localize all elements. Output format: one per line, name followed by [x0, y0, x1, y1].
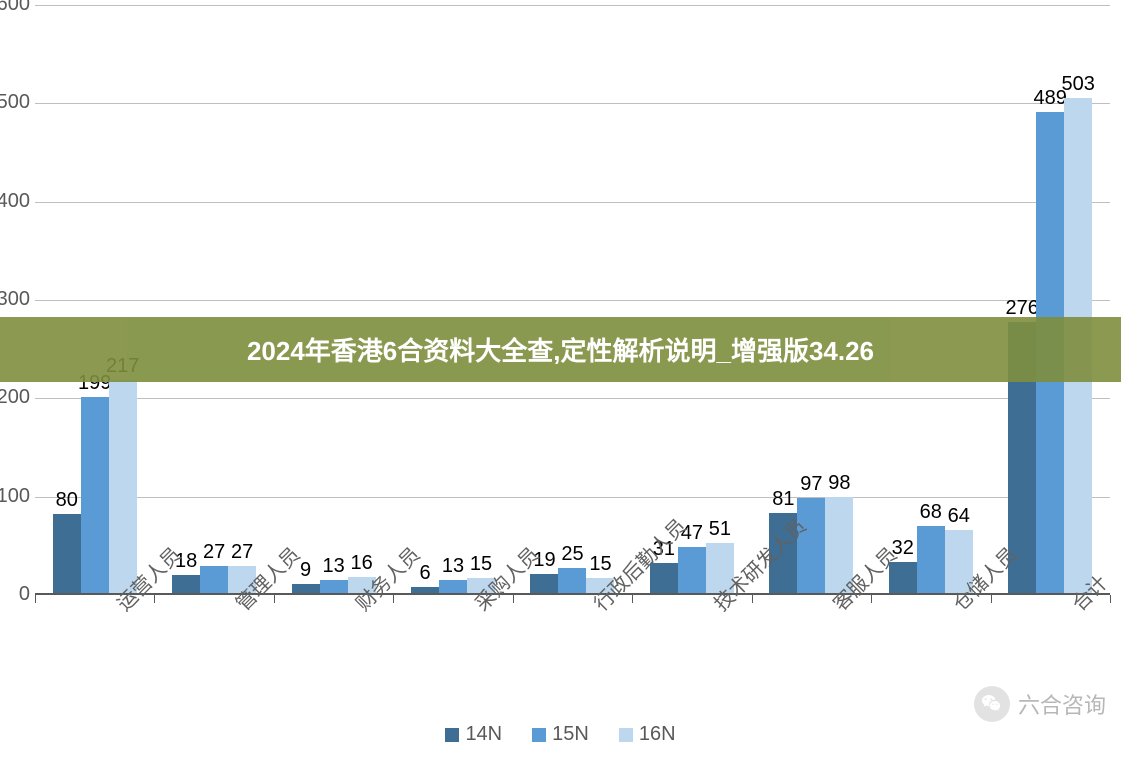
bar-value-label: 81 — [772, 488, 794, 511]
bar-value-label: 16 — [350, 552, 372, 575]
bar-value-label: 97 — [800, 473, 822, 496]
bar: 217 — [109, 380, 137, 593]
bar-group: 192515 — [530, 5, 614, 593]
x-axis-label: 合计 — [1050, 610, 1071, 631]
y-tick-label: 200 — [0, 386, 30, 409]
x-axis-label: 技术研发人员 — [692, 610, 713, 631]
x-axis: 运营人员 管理人员 财务人员 采购人员 行政后勤人员 技术研发人员 客服人员 仓储人员 合计 — [35, 600, 1110, 710]
legend-label: 15N — [552, 723, 589, 746]
watermark-text: 六合咨询 — [1018, 688, 1106, 720]
x-axis-label: 财务人员 — [334, 610, 355, 631]
bar-value-label: 6 — [419, 562, 430, 585]
bar-value-label: 503 — [1062, 73, 1095, 96]
bar-value-label: 98 — [828, 472, 850, 495]
bar-group: 326864 — [889, 5, 973, 593]
legend-item: 15N — [532, 723, 589, 746]
x-tick — [274, 595, 275, 603]
bar: 25 — [558, 568, 586, 593]
overlay-banner-text: 2024年香港6合资料大全查,定性解析说明_增强版34.26 — [247, 331, 874, 368]
bar-value-label: 80 — [56, 489, 78, 512]
bar-group: 819798 — [769, 5, 853, 593]
x-axis-label: 仓储人员 — [931, 610, 952, 631]
x-tick — [154, 595, 155, 603]
x-axis-labels: 运营人员 管理人员 财务人员 采购人员 行政后勤人员 技术研发人员 客服人员 仓储人员 合计 — [35, 600, 1110, 629]
bar: 199 — [81, 397, 109, 593]
bar-value-label: 27 — [203, 541, 225, 564]
y-tick-label: 400 — [0, 190, 30, 213]
y-tick-label: 100 — [0, 485, 30, 508]
x-axis-label: 采购人员 — [453, 610, 474, 631]
bar: 9 — [292, 584, 320, 593]
bar-group: 276489503 — [1008, 5, 1092, 593]
x-tick — [513, 595, 514, 603]
x-tick — [1110, 595, 1111, 603]
bar: 19 — [530, 574, 558, 593]
x-tick — [35, 595, 36, 603]
bar-value-label: 13 — [322, 555, 344, 578]
x-tick — [991, 595, 992, 603]
legend-swatch — [532, 728, 546, 742]
chart-container: 0100200300400500600 80199217182727913166… — [35, 5, 1110, 595]
overlay-banner: 2024年香港6合资料大全查,定性解析说明_增强版34.26 — [0, 317, 1121, 382]
x-axis-label: 管理人员 — [214, 610, 235, 631]
bar: 6 — [411, 587, 439, 593]
wechat-icon — [974, 686, 1010, 722]
x-axis-label: 行政后勤人员 — [572, 610, 593, 631]
x-tick — [393, 595, 394, 603]
bar: 47 — [678, 547, 706, 593]
bar: 97 — [797, 498, 825, 593]
y-tick-label: 500 — [0, 91, 30, 114]
bar: 13 — [439, 580, 467, 593]
y-tick-label: 600 — [0, 0, 30, 16]
bar-value-label: 64 — [948, 505, 970, 528]
x-tick — [871, 595, 872, 603]
bar: 68 — [917, 526, 945, 593]
x-tick — [752, 595, 753, 603]
bar: 13 — [320, 580, 348, 593]
watermark: 六合咨询 — [974, 686, 1106, 722]
bars-layer: 8019921718272791316613151925153147518197… — [35, 5, 1110, 593]
legend-swatch — [619, 728, 633, 742]
bar-value-label: 68 — [920, 501, 942, 524]
legend-label: 16N — [639, 723, 676, 746]
legend-label: 14N — [465, 723, 502, 746]
legend-item: 14N — [445, 723, 502, 746]
bar-value-label: 51 — [709, 518, 731, 541]
legend: 14N 15N 16N — [0, 723, 1121, 746]
bar: 27 — [200, 566, 228, 593]
x-tick — [632, 595, 633, 603]
bar-value-label: 13 — [442, 555, 464, 578]
y-tick-label: 300 — [0, 288, 30, 311]
x-axis-label: 客服人员 — [811, 610, 832, 631]
bar-value-label: 27 — [231, 541, 253, 564]
bar-group: 91316 — [292, 5, 376, 593]
bar: 80 — [53, 514, 81, 593]
legend-item: 16N — [619, 723, 676, 746]
bar-group: 314751 — [650, 5, 734, 593]
bar-group: 61315 — [411, 5, 495, 593]
y-tick-label: 0 — [19, 583, 30, 606]
bar-group: 80199217 — [53, 5, 137, 593]
bar-group: 182727 — [172, 5, 256, 593]
legend-swatch — [445, 728, 459, 742]
y-axis: 0100200300400500600 — [0, 5, 35, 595]
x-axis-label: 运营人员 — [95, 610, 116, 631]
bar: 18 — [172, 575, 200, 593]
bar-value-label: 25 — [561, 543, 583, 566]
plot-area: 8019921718272791316613151925153147518197… — [35, 5, 1110, 595]
